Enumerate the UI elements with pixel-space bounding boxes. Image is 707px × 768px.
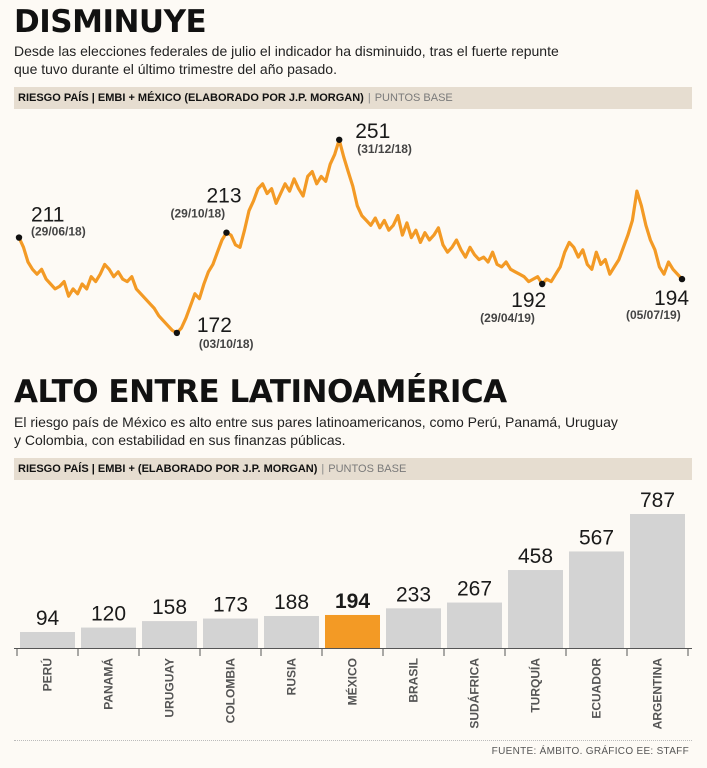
annotation-point bbox=[538, 280, 546, 288]
annotation-point bbox=[336, 136, 343, 143]
page-title-disminuye: DISMINUYE bbox=[14, 4, 207, 40]
footer-rule bbox=[14, 740, 692, 741]
annotation-date: (31/12/18) bbox=[357, 142, 412, 156]
bar-6 bbox=[386, 608, 441, 648]
category-label: MÉXICO bbox=[345, 658, 360, 705]
source-note: FUENTE: ÁMBITO. GRÁFICO EE: STAFF bbox=[491, 746, 689, 757]
annotation-value: 213 bbox=[206, 185, 241, 208]
bar-7 bbox=[447, 602, 502, 648]
annotation-date: (03/10/18) bbox=[199, 337, 254, 351]
bar-value-label: 173 bbox=[213, 594, 248, 617]
subtitle-line-1: Desde las elecciones federales de julio … bbox=[14, 43, 559, 59]
bar-1 bbox=[81, 627, 136, 648]
bar-5 bbox=[325, 614, 380, 648]
bar-3 bbox=[203, 618, 258, 648]
annotation-date: (29/06/18) bbox=[31, 225, 86, 239]
annotation-point bbox=[678, 275, 686, 283]
chart-header-band-bar: RIESGO PAÍS | EMBI + (ELABORADO POR J.P.… bbox=[14, 458, 692, 480]
bar-value-label: 458 bbox=[518, 545, 553, 568]
band-title: RIESGO PAÍS | EMBI + (ELABORADO POR J.P.… bbox=[18, 463, 318, 475]
line-chart: 211(29/06/18) 172(03/10/18) 213(29/10/18) 2… bbox=[15, 120, 689, 351]
annotation-point bbox=[223, 229, 230, 236]
annotation-value: 251 bbox=[355, 120, 390, 143]
bar-8 bbox=[508, 570, 563, 648]
bar-9 bbox=[569, 551, 624, 648]
annotation-value: 172 bbox=[197, 314, 232, 337]
category-label: COLOMBIA bbox=[224, 658, 238, 724]
band-unit: PUNTOS BASE bbox=[328, 463, 407, 475]
annotation-date: (29/10/18) bbox=[170, 207, 225, 221]
bar-value-label: 94 bbox=[36, 607, 60, 630]
bar-value-label: 120 bbox=[91, 603, 126, 626]
category-label: PERÚ bbox=[40, 658, 55, 691]
bar-2 bbox=[142, 621, 197, 648]
category-label: TURQUÍA bbox=[528, 658, 543, 713]
subtitle-line-1: El riesgo país de México es alto entre s… bbox=[14, 414, 618, 430]
bar-value-label: 787 bbox=[640, 489, 675, 512]
bar-0 bbox=[20, 631, 75, 648]
bar-chart: 94 PERÚ 120 PANAMÁ 158 URUGUAY 173 COLOMBIA 188 R… bbox=[14, 489, 692, 730]
annotation-point bbox=[15, 234, 23, 241]
subtitle-line-2: y Colombia, con estabilidad en sus finan… bbox=[14, 432, 346, 448]
page-title-latam: ALTO ENTRE LATINOAMÉRICA bbox=[14, 374, 507, 410]
category-label: URUGUAY bbox=[163, 658, 177, 718]
category-label: RUSIA bbox=[285, 658, 299, 696]
bar-value-label: 194 bbox=[335, 590, 370, 613]
band-title: RIESGO PAÍS | EMBI + MÉXICO (ELABORADO P… bbox=[18, 92, 364, 104]
annotation-date: (29/04/19) bbox=[480, 311, 535, 325]
bar-value-label: 158 bbox=[152, 596, 187, 619]
subtitle-disminuye: Desde las elecciones federales de julio … bbox=[14, 42, 634, 78]
line-series-embi-mexico bbox=[17, 138, 684, 335]
annotation-value: 194 bbox=[654, 287, 689, 310]
category-label: PANAMÁ bbox=[101, 658, 116, 710]
category-label: BRASIL bbox=[407, 658, 421, 703]
category-label: ARGENTINA bbox=[651, 658, 665, 730]
chart-header-band-line: RIESGO PAÍS | EMBI + MÉXICO (ELABORADO P… bbox=[14, 87, 692, 109]
category-label: SUDÁFRICA bbox=[467, 658, 482, 729]
subtitle-latam: El riesgo país de México es alto entre s… bbox=[14, 413, 634, 449]
bar-value-label: 567 bbox=[579, 526, 614, 549]
bar-10 bbox=[630, 514, 685, 648]
band-unit: PUNTOS BASE bbox=[374, 92, 453, 104]
annotation-value: 211 bbox=[31, 204, 64, 227]
category-label: ECUADOR bbox=[590, 658, 604, 719]
bar-value-label: 233 bbox=[396, 583, 431, 606]
annotation-date: (05/07/19) bbox=[626, 308, 681, 322]
subtitle-line-2: que tuvo durante el último trimestre del… bbox=[14, 61, 337, 77]
bar-value-label: 188 bbox=[274, 591, 309, 614]
annotation-value: 192 bbox=[511, 289, 546, 312]
annotation-point bbox=[173, 329, 181, 337]
bar-4 bbox=[264, 615, 319, 648]
bar-value-label: 267 bbox=[457, 578, 492, 601]
